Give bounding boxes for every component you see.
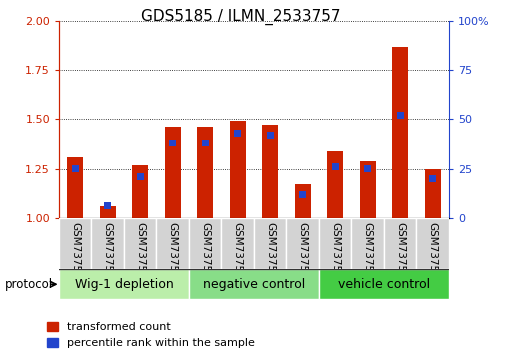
Bar	[67, 157, 83, 218]
Bar	[262, 125, 278, 218]
Text: GSM737547: GSM737547	[298, 222, 308, 285]
Text: GSM737541: GSM737541	[103, 222, 113, 285]
Bar	[104, 202, 111, 209]
Text: GSM737539: GSM737539	[428, 222, 438, 285]
Bar	[319, 269, 449, 299]
Bar	[397, 112, 404, 119]
Bar	[360, 161, 376, 218]
Bar	[429, 175, 436, 182]
Bar	[169, 139, 176, 147]
Bar	[384, 218, 417, 269]
Bar	[229, 121, 246, 218]
Bar	[351, 218, 384, 269]
Bar	[331, 163, 339, 170]
Text: GSM737545: GSM737545	[233, 222, 243, 285]
Bar	[299, 191, 306, 198]
Bar	[424, 169, 441, 218]
Bar	[392, 47, 408, 218]
Text: protocol: protocol	[5, 278, 53, 291]
Text: GSM737536: GSM737536	[330, 222, 340, 285]
Bar	[417, 218, 449, 269]
Bar	[222, 218, 254, 269]
Text: vehicle control: vehicle control	[338, 278, 430, 291]
Bar	[124, 218, 156, 269]
Text: GSM737538: GSM737538	[395, 222, 405, 285]
Bar	[59, 269, 189, 299]
Bar	[59, 218, 91, 269]
Bar	[197, 127, 213, 218]
Bar	[132, 165, 148, 218]
Text: GSM737543: GSM737543	[168, 222, 177, 285]
Bar	[234, 130, 241, 137]
Bar	[286, 218, 319, 269]
Bar	[364, 165, 371, 172]
Text: GSM737542: GSM737542	[135, 222, 145, 285]
Bar	[156, 218, 189, 269]
Bar	[319, 218, 351, 269]
Bar	[202, 139, 209, 147]
Bar	[267, 132, 274, 139]
Bar	[294, 184, 311, 218]
Text: GSM737546: GSM737546	[265, 222, 275, 285]
Legend: transformed count, percentile rank within the sample: transformed count, percentile rank withi…	[47, 322, 254, 348]
Text: GDS5185 / ILMN_2533757: GDS5185 / ILMN_2533757	[142, 9, 341, 25]
Bar	[189, 269, 319, 299]
Bar	[136, 173, 144, 180]
Bar	[165, 127, 181, 218]
Bar	[91, 218, 124, 269]
Text: GSM737540: GSM737540	[70, 222, 80, 285]
Text: GSM737537: GSM737537	[363, 222, 372, 285]
Bar	[254, 218, 286, 269]
Text: Wig-1 depletion: Wig-1 depletion	[74, 278, 173, 291]
Bar	[189, 218, 222, 269]
Bar	[327, 151, 343, 218]
Bar	[100, 206, 116, 218]
Text: negative control: negative control	[203, 278, 305, 291]
Bar	[72, 165, 79, 172]
Text: GSM737544: GSM737544	[200, 222, 210, 285]
